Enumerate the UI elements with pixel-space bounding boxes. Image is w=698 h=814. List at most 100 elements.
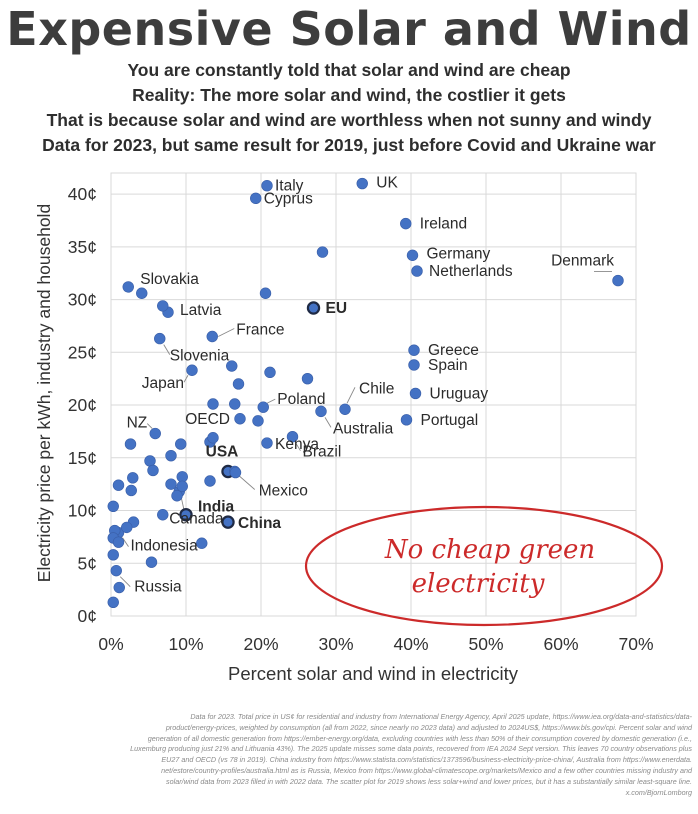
label-leader-line — [324, 417, 332, 428]
point-label-poland: Poland — [277, 391, 325, 408]
y-tick-label: 0¢ — [78, 606, 97, 626]
data-point — [124, 438, 137, 450]
x-tick-label: 60% — [543, 634, 578, 654]
annotation-line: No cheap green — [384, 535, 595, 565]
y-tick-label: 40¢ — [68, 184, 97, 204]
data-point — [145, 556, 158, 568]
data-point-uk — [356, 177, 368, 190]
point-label-nz: NZ — [127, 415, 148, 432]
data-point — [144, 455, 156, 467]
data-point — [147, 464, 159, 477]
y-tick-label: 30¢ — [68, 290, 97, 310]
data-point-france — [206, 330, 218, 343]
data-point — [229, 398, 241, 410]
x-tick-label: 70% — [618, 634, 653, 654]
point-label-italy: Italy — [275, 178, 304, 195]
data-point — [259, 287, 272, 299]
point-label-netherlands: Netherlands — [429, 263, 513, 280]
data-point-denmark — [612, 274, 624, 287]
data-point-india — [179, 508, 193, 522]
data-point-brazil — [286, 430, 299, 443]
point-label-slovenia: Slovenia — [170, 348, 230, 365]
data-point-australia — [315, 405, 327, 418]
data-point-china — [221, 515, 235, 529]
point-label-russia: Russia — [134, 579, 182, 596]
point-label-japan: Japan — [142, 375, 184, 392]
point-label-cyprus: Cyprus — [264, 190, 313, 207]
data-point — [176, 471, 188, 483]
footnote-line: generation of all domestic generation fr… — [147, 733, 692, 743]
data-point — [107, 500, 119, 513]
footnote-line: product/energy-prices, weighted by consu… — [165, 722, 692, 732]
annotation-oval — [304, 505, 664, 627]
data-point — [204, 475, 216, 487]
subtitle-line-4: Data for 2023, but same result for 2019,… — [42, 135, 656, 155]
annotation-line: electricity — [412, 569, 545, 599]
y-tick-label: 20¢ — [68, 395, 97, 415]
data-point-cyprus — [250, 192, 262, 205]
data-point-japan — [186, 364, 198, 376]
label-leader-line — [146, 423, 153, 429]
footnote-line: solar/wind data from 2023 filled in with… — [166, 776, 692, 786]
data-point — [301, 372, 314, 385]
x-axis-title: Percent solar and wind in electricity — [228, 663, 519, 684]
data-point — [157, 300, 169, 312]
data-point-greece — [408, 344, 420, 356]
data-point-germany — [406, 249, 419, 261]
data-point — [127, 472, 139, 484]
data-point — [157, 509, 169, 521]
data-point-russia — [110, 564, 122, 577]
point-label-eu: EU — [326, 300, 348, 317]
data-point — [112, 536, 125, 548]
data-point-kenya — [261, 437, 273, 449]
point-label-china: China — [238, 515, 281, 532]
data-point — [121, 521, 133, 534]
footnote-line: Luxemburg producing just 21% and Lithuan… — [130, 744, 692, 754]
label-leader-line — [295, 442, 301, 451]
data-point — [252, 415, 264, 427]
data-point-slovenia — [154, 332, 166, 345]
data-point — [165, 449, 177, 462]
annotation-text: No cheap green electricity — [384, 535, 595, 599]
data-point — [207, 432, 219, 444]
point-label-france: France — [236, 321, 284, 338]
data-point-oecd — [234, 413, 246, 425]
point-label-oecd: OECD — [185, 411, 230, 428]
subtitle-line-1: You are constantly told that solar and w… — [127, 60, 571, 80]
data-point-uruguay — [409, 387, 422, 400]
data-point — [226, 360, 238, 372]
data-point — [196, 537, 208, 549]
data-point — [175, 438, 187, 450]
point-label-slovakia: Slovakia — [140, 271, 199, 288]
label-leader-line — [218, 328, 235, 337]
label-leader-line — [183, 375, 189, 383]
x-tick-label: 10% — [168, 634, 203, 654]
data-point-spain — [408, 359, 420, 371]
point-label-canada: Canada — [169, 511, 224, 528]
x-tick-label: 40% — [393, 634, 428, 654]
data-point-netherlands — [411, 265, 423, 277]
page-title: Expensive Solar and Wind — [6, 2, 692, 56]
data-point-ireland — [400, 217, 412, 230]
data-point — [207, 398, 219, 410]
footnote-line: Data for 2023. Total price in US¢ for re… — [190, 712, 692, 721]
point-label-australia: Australia — [333, 420, 394, 437]
data-point-eu — [306, 301, 321, 315]
point-label-chile: Chile — [359, 380, 394, 397]
label-leader-line — [267, 398, 276, 404]
data-point — [232, 378, 245, 390]
ticks: 0% 10% 20% 30% 40% 50% 60% 70% 0¢ 5¢ 10¢ 15¢ 20¢ 25¢ 3… — [68, 184, 654, 654]
point-label-denmark: Denmark — [551, 253, 614, 270]
point-label-indonesia: Indonesia — [131, 538, 199, 555]
label-leader-line — [238, 475, 256, 490]
data-point — [112, 479, 125, 491]
y-tick-label: 35¢ — [68, 237, 97, 257]
data-points — [107, 177, 624, 608]
data-point — [136, 287, 148, 299]
y-tick-label: 15¢ — [68, 448, 97, 468]
point-label-spain: Spain — [428, 357, 468, 374]
data-point — [125, 484, 137, 497]
footnote-line: net/estore/country-profiles/australia.ht… — [161, 765, 692, 775]
